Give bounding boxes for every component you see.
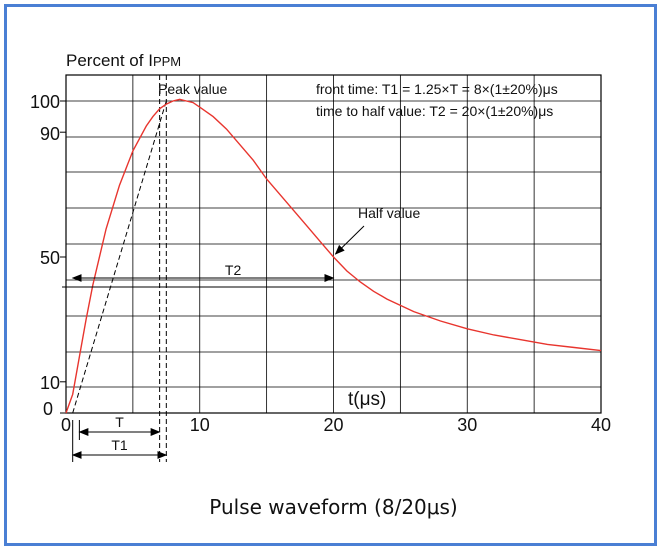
half-value-label: Half value xyxy=(358,205,420,221)
y-tick-label: 90 xyxy=(40,124,60,144)
y-tick-label: 10 xyxy=(40,373,60,393)
figure-caption: Pulse waveform (8/20μs) xyxy=(209,495,458,519)
y-axis-title: Percent of IPPM xyxy=(66,51,181,70)
x-tick-label: 20 xyxy=(323,415,343,435)
x-axis-title: t(μs) xyxy=(348,389,386,410)
y-tick-label: 0 xyxy=(43,399,53,419)
t1-label: T1 xyxy=(111,437,128,453)
waveform-curve xyxy=(65,98,602,414)
legend-half-value-time: time to half value: T2 = 20×(1±20%)μs xyxy=(316,103,553,119)
t2-label: T2 xyxy=(225,262,242,278)
x-tick-label: 30 xyxy=(457,415,477,435)
peak-value-label: Peak value xyxy=(158,81,227,97)
y-tick-label: 100 xyxy=(30,92,60,112)
half-value-arrow xyxy=(334,225,365,255)
y-tick-label: 50 xyxy=(40,248,60,268)
x-tick-label: 40 xyxy=(591,415,611,435)
x-tick-label: 10 xyxy=(190,415,210,435)
t-label: T xyxy=(115,414,124,430)
legend-front-time: front time: T1 = 1.25×T = 8×(1±20%)μs xyxy=(316,81,558,97)
x-tick-label: 0 xyxy=(61,415,71,435)
front-time-dashed-line xyxy=(72,100,167,414)
